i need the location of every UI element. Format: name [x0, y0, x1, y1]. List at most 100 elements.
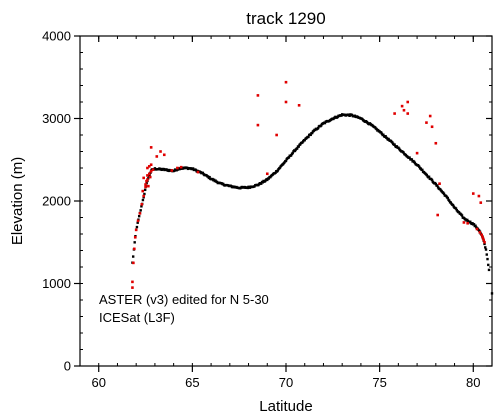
icesat-point [442, 192, 446, 196]
aster-point [142, 176, 145, 180]
aster-point [406, 112, 410, 115]
aster-point [144, 183, 147, 186]
icesat-point [448, 199, 451, 202]
icesat-point [307, 135, 310, 139]
icesat-point [191, 167, 195, 170]
icesat-point [486, 257, 489, 261]
axes: 60 65 70 75 80 0 1000 2000 3000 4000 [42, 29, 493, 390]
aster-point [284, 100, 288, 104]
icesat-point [137, 214, 141, 218]
icesat-point [145, 181, 148, 185]
legend: ASTER (v3) edited for N 5-30 ICESat (L3F… [99, 292, 269, 325]
y-tick-label: 2000 [42, 194, 71, 209]
aster-point [146, 174, 149, 177]
icesat-point [260, 182, 263, 185]
aster-point [144, 185, 147, 189]
aster-point [436, 213, 439, 217]
icesat-point [487, 263, 490, 267]
aster-point [480, 233, 483, 237]
x-tick-label: 70 [279, 375, 293, 390]
aster-point [131, 280, 134, 284]
icesat-point [278, 166, 282, 169]
aster-point [284, 80, 288, 84]
aster-point [138, 212, 142, 215]
x-tick-label: 60 [91, 375, 105, 390]
aster-point [265, 172, 269, 176]
icesat-point [348, 114, 351, 117]
icesat-point [397, 147, 401, 150]
icesat-point [340, 114, 343, 117]
icesat-point [141, 198, 145, 202]
aster-point [131, 286, 134, 289]
legend-entry-icesat: ICESat (L3F) [99, 310, 175, 325]
icesat-point [425, 173, 429, 177]
aster-point [462, 221, 466, 224]
icesat-point [297, 145, 300, 148]
aster-point [146, 166, 149, 170]
icesat-point [296, 147, 299, 150]
icesat-point [410, 158, 414, 161]
aster-point [141, 189, 145, 193]
aster-point [147, 172, 151, 176]
aster-point [425, 121, 428, 124]
icesat-point [136, 221, 139, 224]
icesat-point [131, 255, 135, 258]
icesat-point [309, 133, 312, 137]
aster-point [146, 178, 149, 181]
icesat-point [320, 124, 323, 127]
icesat-point [418, 165, 421, 169]
aster-point [402, 108, 406, 112]
aster-point [151, 168, 155, 171]
aster-point [133, 236, 137, 239]
aster-point [428, 114, 432, 118]
aster-point [149, 170, 153, 173]
icesat-point [466, 218, 469, 222]
aster-point [134, 228, 138, 232]
aster-point [136, 219, 140, 223]
icesat-point [436, 184, 439, 187]
icesat-point [266, 178, 269, 182]
aster-point [406, 100, 410, 104]
aster-point [415, 151, 419, 155]
icesat-point [284, 159, 288, 163]
icesat-point [274, 171, 277, 175]
icesat-point [457, 211, 461, 214]
aster-point [145, 179, 148, 183]
chart-title: track 1290 [246, 9, 325, 28]
aster-point [142, 194, 145, 198]
icesat-point [212, 178, 216, 181]
aster-point [155, 155, 159, 158]
aster-point [256, 123, 260, 127]
icesat-point [430, 178, 434, 182]
y-tick-label: 4000 [42, 29, 71, 44]
icesat-point [413, 161, 417, 165]
icesat-point [472, 223, 476, 226]
icesat-point [139, 209, 142, 212]
icesat-point [469, 220, 472, 223]
icesat-point [427, 175, 431, 178]
icesat-point [446, 196, 450, 200]
icesat-point [449, 201, 452, 204]
x-tick-label: 80 [466, 375, 480, 390]
y-axis-label: Elevation (m) [9, 157, 26, 245]
legend-entry-aster: ASTER (v3) edited for N 5-30 [99, 292, 269, 307]
icesat-point [484, 246, 487, 249]
aster-point [478, 231, 482, 234]
icesat-point [140, 205, 143, 208]
aster-point [481, 236, 484, 239]
icesat-point [135, 225, 139, 229]
y-tick-label: 0 [64, 359, 71, 374]
aster-point [179, 165, 183, 169]
aster-point [140, 203, 144, 206]
icesat-point [287, 156, 291, 159]
icesat-point [261, 181, 264, 184]
aster-point [297, 104, 301, 107]
aster-point [149, 163, 153, 166]
icesat-point [375, 127, 378, 131]
aster-point [275, 133, 278, 137]
icesat-point [311, 131, 314, 135]
x-tick-label: 75 [372, 375, 386, 390]
aster-point [147, 184, 150, 188]
aster-point [149, 146, 153, 149]
